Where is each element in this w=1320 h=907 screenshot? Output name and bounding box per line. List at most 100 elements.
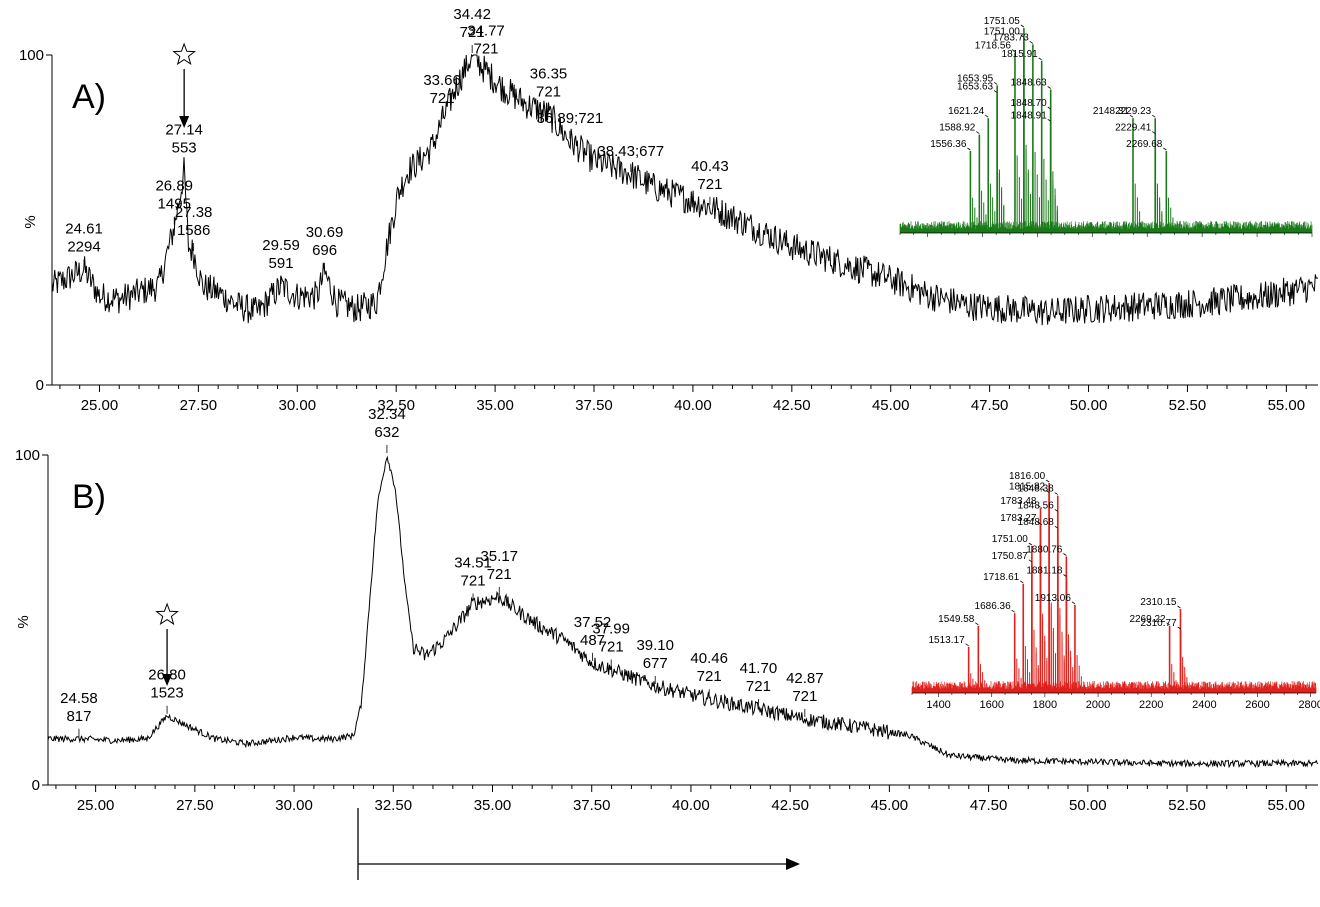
spectrum-peak-label: 1751.00 (984, 26, 1021, 37)
spectrum-peak-label: 1513.17 (929, 635, 966, 646)
spectrum-peak-label: 1815.82 (1009, 482, 1046, 493)
chromatogram-trace (47, 455, 1319, 769)
spectrum-peak-leader (1163, 147, 1167, 151)
spectrum-peak-label: 2269.22 (1129, 614, 1166, 625)
spectrum-peak-label: 1848.91 (1011, 110, 1048, 121)
spectrum-peak-label: 1848.70 (1011, 98, 1048, 109)
spectrum-peak-leader (1152, 131, 1156, 134)
peak-mass-label: 677 (643, 655, 668, 672)
spectrum-peak-leader (976, 131, 980, 134)
x-tick-label: 42.50 (771, 797, 809, 814)
spectrum-peak-leader (1020, 24, 1025, 28)
panel-label: A) (72, 78, 106, 116)
x-tick-label: 30.00 (279, 397, 317, 414)
spectrum-peak-label: 2148.31 (1093, 106, 1130, 117)
peak-mass-label: 632 (374, 424, 399, 441)
spectrum-peak-leader (1054, 492, 1058, 495)
spectrum-tick-label: 1600 (979, 699, 1003, 711)
peak-time-label: 34.51 (454, 555, 492, 572)
spectrum-peak-label: 1783.27 (1000, 513, 1037, 524)
peak-mass-label: 721 (473, 41, 498, 58)
spectrum-peak-label: 1653.63 (957, 82, 994, 93)
x-tick-label: 52.50 (1169, 397, 1207, 414)
peak-mass-label: 721 (487, 566, 512, 583)
peak-mass-label: 1586 (177, 222, 210, 239)
peak-time-label: 39.10 (636, 637, 674, 654)
peak-mass-label: 817 (66, 708, 91, 725)
spectrum-peak-leader (1045, 479, 1050, 483)
spectrum-peak-leader (1047, 118, 1051, 122)
peak-time-label: 38.43;677 (597, 143, 664, 160)
peak-time-label: 32.34 (368, 406, 406, 423)
y-tick-label: 0 (32, 777, 40, 794)
spectrum-peak-label: 1686.36 (975, 601, 1012, 612)
peak-mass-label: 721 (430, 90, 455, 107)
x-tick-label: 52.50 (1168, 797, 1206, 814)
spectrum-peak-label: 1750.87 (992, 551, 1029, 562)
spectrum-peak-leader (985, 114, 989, 118)
x-tick-label: 27.50 (180, 397, 218, 414)
spectrum-peak-leader (993, 90, 998, 93)
y-axis-label: % (15, 615, 32, 628)
spectrum-peak-leader (1152, 114, 1156, 118)
spectrum-peak-leader (1029, 41, 1034, 44)
spectrum-peak-label: 1881.18 (1026, 566, 1063, 577)
spectrum-peak-leader (1071, 601, 1076, 605)
range-arrow-annotation (357, 808, 800, 880)
peak-time-label: 24.58 (60, 690, 98, 707)
spectrum-peak-label: 2269.68 (1126, 139, 1163, 150)
spectrum-peak-label: 1751.05 (984, 16, 1021, 27)
x-tick-label: 30.00 (275, 797, 313, 814)
spectrum-tick-label: 2600 (1245, 699, 1269, 711)
spectrum-peak-label: 1913.06 (1035, 593, 1072, 604)
spectrum-peak-label: 1621.24 (948, 106, 985, 117)
peak-mass-label: 721 (746, 678, 771, 695)
peak-mass-label: 2294 (67, 239, 100, 256)
spectrum-peak-leader (1047, 86, 1051, 89)
peak-mass-label: 721 (461, 573, 486, 590)
spectrum-tick-label: 2400 (1192, 699, 1216, 711)
peak-time-label: 34.42 (453, 6, 491, 23)
peak-time-label: 24.61 (65, 221, 103, 238)
peak-time-label: 26.89 (155, 178, 193, 195)
peak-time-label: 40.43 (691, 158, 729, 175)
spectrum-peak-label: 1588.92 (939, 123, 976, 134)
x-tick-label: 35.00 (476, 397, 514, 414)
peak-time-label: 34.77 (467, 23, 505, 40)
spectrum-peak-leader (1063, 574, 1067, 577)
spectrum-peak-leader (1011, 609, 1015, 613)
spectrum-peak-label: 1816.00 (1009, 471, 1046, 482)
peak-mass-label: 591 (269, 255, 294, 272)
peak-mass-label: 721 (460, 24, 485, 41)
x-tick-label: 27.50 (176, 797, 214, 814)
peak-time-label: 37.99 (592, 621, 630, 638)
spectrum-peak-leader (993, 82, 998, 85)
spectrum-peak-leader (1045, 490, 1050, 493)
spectrum-peak-label: 1880.76 (1026, 545, 1063, 556)
spectrum-peak-leader (965, 643, 969, 647)
x-tick-label: 47.50 (970, 797, 1008, 814)
spectrum-peak-label: 1848.63 (1011, 78, 1048, 89)
spectrum-peak-label: 1653.95 (957, 73, 994, 84)
peak-mass-label: 553 (172, 140, 197, 157)
spectrum-peak-label: 2229.23 (1115, 106, 1152, 117)
spectrum-peak-leader (1038, 57, 1042, 61)
x-tick-label: 40.00 (674, 397, 712, 414)
spectrum-peak-label: 2229.41 (1115, 123, 1152, 134)
x-tick-label: 32.50 (375, 797, 413, 814)
spectrum-tick-label: 2800 (1298, 699, 1320, 711)
spectrum-peak-label: 1783.73 (993, 32, 1030, 43)
spectrum-peak-leader (1037, 504, 1041, 508)
x-tick-label: 25.00 (77, 797, 115, 814)
peak-time-label: 35.17 (480, 548, 518, 565)
range-arrow-head (786, 858, 800, 870)
spectrum-peak-leader (1011, 49, 1016, 52)
spectrum-peak-label: 1848.68 (1018, 517, 1055, 528)
x-tick-label: 35.00 (474, 797, 512, 814)
spectrum-tick-label: 2200 (1139, 699, 1163, 711)
spectrum-peak-leader (1054, 525, 1059, 529)
peak-mass-label: 721 (792, 688, 817, 705)
star-icon (155, 602, 179, 626)
spectrum-peak-label: 2310.77 (1140, 618, 1177, 629)
chromatogram-trace (51, 53, 1319, 326)
